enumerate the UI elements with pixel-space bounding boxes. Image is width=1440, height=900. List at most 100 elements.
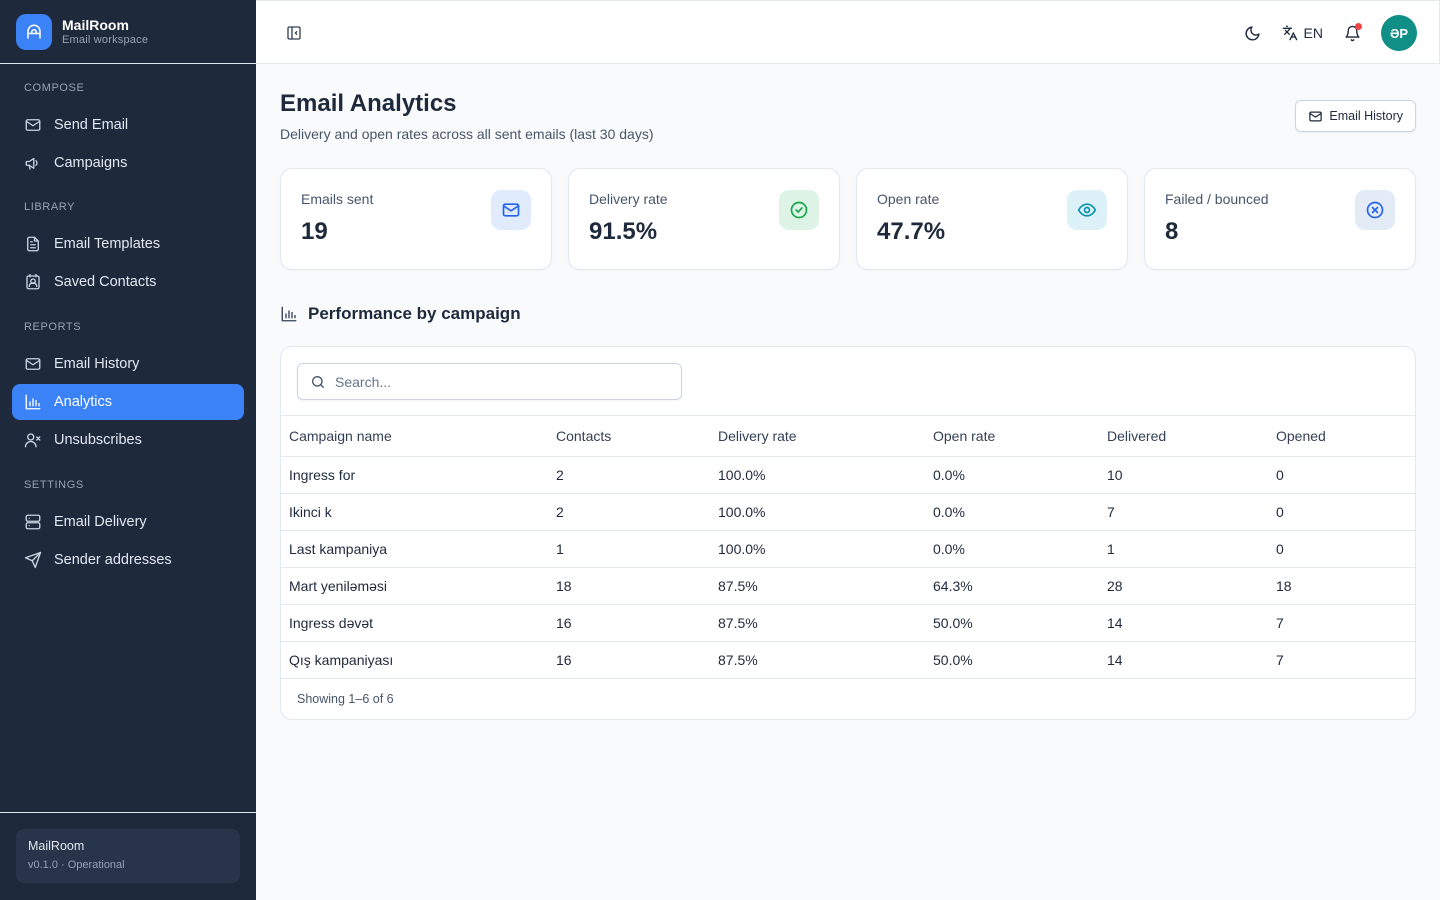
sidebar-item-send-email[interactable]: Send Email (12, 107, 244, 143)
avatar[interactable]: ƏP (1381, 15, 1417, 51)
main-content: Email Analytics Delivery and open rates … (256, 64, 1440, 900)
sidebar-item-email-templates[interactable]: Email Templates (12, 226, 244, 262)
bar-chart-icon (25, 394, 41, 410)
language-label: EN (1303, 25, 1323, 41)
sidebar-toggle-button[interactable] (284, 23, 304, 43)
megaphone-icon (25, 157, 38, 170)
cell-open-rate: 0.0% (925, 456, 1099, 494)
cell-campaign-name: Last kampaniya (281, 530, 548, 568)
column-header[interactable]: Contacts (548, 416, 710, 457)
nav-section-settings: SETTINGS (24, 479, 84, 491)
sidebar-item-label: Email Templates (54, 236, 161, 252)
table-row[interactable]: Ikinci k 2 100.0% 0.0% 7 0 (281, 493, 1415, 531)
language-switcher[interactable]: EN (1282, 25, 1323, 41)
stat-card-emails-sent: Emails sent 19 (280, 168, 552, 270)
cell-opened: 0 (1268, 493, 1415, 531)
table-row[interactable]: Ingress dəvət 16 87.5% 50.0% 14 7 (281, 604, 1415, 642)
server-icon (25, 514, 41, 530)
sidebar-item-email-delivery[interactable]: Email Delivery (12, 504, 244, 540)
mail-icon (491, 190, 531, 230)
page-title: Email Analytics (280, 90, 457, 117)
notifications-button[interactable] (1341, 22, 1363, 44)
brand-subtitle: Email workspace (62, 33, 149, 46)
sidebar-item-label: Email Delivery (54, 514, 147, 530)
brand-logo-icon (16, 13, 52, 50)
user-x-icon (24, 433, 41, 448)
sidebar-item-label: Campaigns (54, 155, 128, 171)
sidebar-item-saved-contacts[interactable]: Saved Contacts (12, 264, 244, 300)
contact-icon (26, 273, 40, 290)
sidebar-item-unsubscribes[interactable]: Unsubscribes (12, 422, 244, 458)
search-input[interactable] (335, 373, 655, 390)
performance-table-card: Campaign name Contacts Delivery rate Ope… (280, 346, 1416, 720)
cell-delivered: 10 (1099, 456, 1268, 494)
cell-delivery-rate: 87.5% (710, 567, 925, 605)
nav-section-library: LIBRARY (24, 201, 76, 213)
cell-opened: 7 (1268, 641, 1415, 679)
theme-toggle-button[interactable] (1242, 22, 1264, 44)
campaign-table: Campaign name Contacts Delivery rate Ope… (281, 416, 1415, 679)
sidebar-item-label: Saved Contacts (54, 274, 157, 290)
column-header[interactable]: Campaign name (281, 416, 548, 457)
search-bar (281, 347, 1415, 416)
page-subtitle: Delivery and open rates across all sent … (280, 126, 654, 142)
stat-label: Open rate (877, 191, 940, 207)
cell-delivery-rate: 87.5% (710, 604, 925, 642)
sidebar: MailRoom Email workspace COMPOSE Send Em… (0, 0, 256, 900)
cell-campaign-name: Mart yeniləməsi (281, 567, 548, 605)
stat-label: Emails sent (301, 191, 374, 207)
footer-app-name: MailRoom (28, 839, 85, 853)
brand-name: MailRoom (62, 16, 129, 33)
email-history-button[interactable]: Email History (1295, 100, 1416, 132)
bell-icon (1344, 25, 1360, 41)
sidebar-item-label: Analytics (54, 394, 113, 410)
sidebar-item-label: Send Email (54, 117, 129, 133)
stat-card-open-rate: Open rate 47.7% (856, 168, 1128, 270)
sidebar-item-campaigns[interactable]: Campaigns (12, 145, 244, 181)
column-header[interactable]: Open rate (925, 416, 1099, 457)
cell-delivered: 14 (1099, 604, 1268, 642)
sidebar-footer: MailRoom v0.1.0 · Operational (0, 812, 256, 900)
table-row[interactable]: Qış kampaniyası 16 87.5% 50.0% 14 7 (281, 641, 1415, 679)
x-circle-icon (1355, 190, 1395, 230)
table-row[interactable]: Ingress for 2 100.0% 0.0% 10 0 (281, 456, 1415, 494)
cell-open-rate: 50.0% (925, 641, 1099, 679)
status-card: MailRoom v0.1.0 · Operational (16, 829, 240, 883)
panel-left-icon (287, 26, 301, 40)
cell-open-rate: 0.0% (925, 493, 1099, 531)
column-header[interactable]: Opened (1268, 416, 1415, 457)
table-row[interactable]: Mart yeniləməsi 18 87.5% 64.3% 28 18 (281, 567, 1415, 605)
top-header: EN ƏP (256, 0, 1440, 64)
cell-campaign-name: Qış kampaniyası (281, 641, 548, 679)
stat-card-failed-bounced: Failed / bounced 8 (1144, 168, 1416, 270)
bar-chart-icon (281, 306, 297, 322)
cell-campaign-name: Ikinci k (281, 493, 548, 531)
sidebar-item-sender-addresses[interactable]: Sender addresses (12, 542, 244, 578)
cell-delivery-rate: 87.5% (710, 641, 925, 679)
cell-opened: 18 (1268, 567, 1415, 605)
send-icon (24, 551, 42, 569)
brand[interactable]: MailRoom Email workspace (0, 0, 256, 64)
table-header-row: Campaign name Contacts Delivery rate Ope… (281, 416, 1415, 457)
sidebar-item-label: Sender addresses (54, 552, 172, 568)
mail-icon (25, 119, 41, 131)
search-field[interactable] (297, 363, 682, 400)
cell-open-rate: 64.3% (925, 567, 1099, 605)
stat-value: 19 (301, 218, 328, 245)
nav-section-reports: REPORTS (24, 321, 82, 333)
sidebar-nav: COMPOSE Send Email Campaigns LIBRARY Ema… (0, 81, 256, 578)
column-header[interactable]: Delivery rate (710, 416, 925, 457)
footer-version: v0.1.0 · Operational (28, 859, 125, 871)
moon-icon (1245, 25, 1260, 40)
file-text-icon (27, 236, 39, 252)
cell-opened: 7 (1268, 604, 1415, 642)
mail-icon (1309, 111, 1323, 121)
sidebar-item-analytics[interactable]: Analytics (12, 384, 244, 420)
section-title-label: Performance by campaign (308, 304, 521, 323)
table-row[interactable]: Last kampaniya 1 100.0% 0.0% 1 0 (281, 530, 1415, 568)
stats-row: Emails sent 19 Delivery rate 91.5% Open … (280, 168, 1416, 270)
sidebar-item-email-history[interactable]: Email History (12, 346, 244, 382)
stat-value: 91.5% (589, 218, 658, 245)
column-header[interactable]: Delivered (1099, 416, 1268, 457)
sidebar-item-label: Unsubscribes (54, 432, 142, 448)
